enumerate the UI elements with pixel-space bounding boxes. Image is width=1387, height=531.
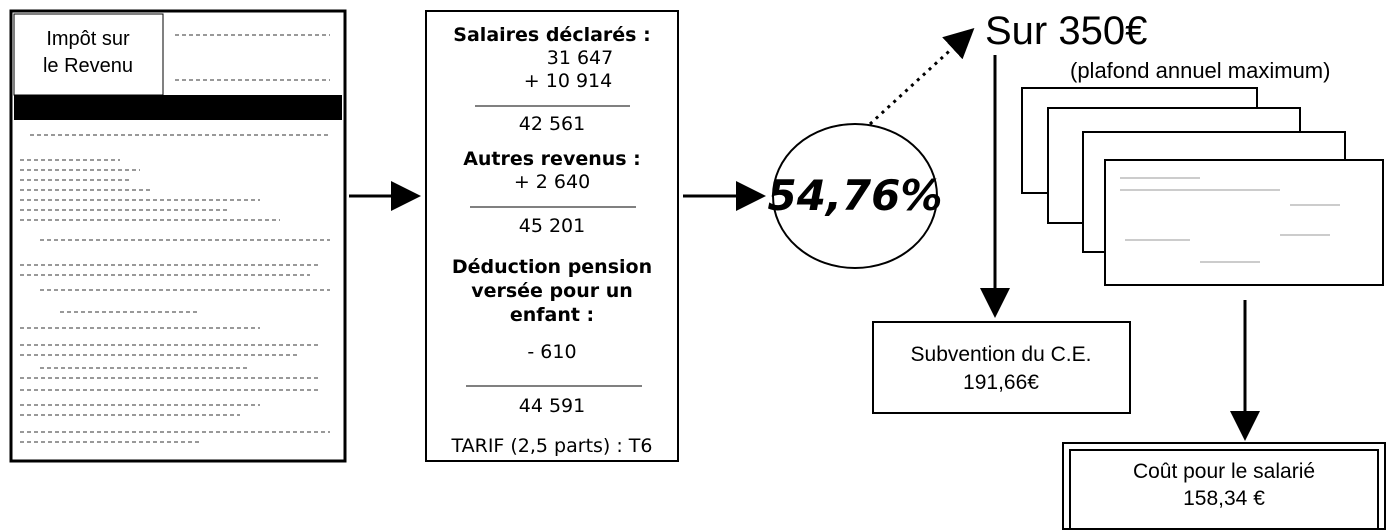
diagram: Impôt sur le Revenu Salaires déclarés : … (0, 0, 1387, 531)
calc-subtotal: 42 561 (519, 113, 585, 135)
calc-line: 31 647 (547, 47, 613, 69)
calc-heading: Déduction pension (452, 256, 652, 278)
doc-label: Impôt sur (46, 28, 130, 50)
dotted-arrow (870, 32, 970, 124)
ceiling-note: (plafond annuel maximum) (1070, 58, 1330, 83)
subsidy-box (873, 322, 1130, 413)
tax-document (11, 11, 345, 461)
calc-heading: versée pour un (471, 280, 633, 302)
cost-label: Coût pour le salarié (1133, 460, 1315, 483)
calc-line: - 610 (527, 341, 576, 363)
subsidy-amount: 191,66€ (963, 371, 1039, 394)
calc-total: 44 591 (519, 395, 585, 417)
calc-line: + 10 914 (524, 70, 612, 92)
doc-label: le Revenu (43, 55, 133, 77)
calc-heading: enfant : (510, 304, 594, 326)
tariff: TARIF (2,5 parts) : T6 (450, 435, 652, 457)
checks (1022, 88, 1383, 285)
cost-amount: 158,34 € (1183, 487, 1265, 510)
calc-heading: Autres revenus : (463, 148, 641, 170)
rate: 54,76% (768, 171, 943, 220)
calc-heading: Salaires déclarés : (453, 24, 650, 46)
calc-line: + 2 640 (514, 171, 590, 193)
ceiling-amount: Sur 350€ (985, 9, 1147, 53)
subsidy-label: Subvention du C.E. (911, 343, 1092, 366)
calc-subtotal: 45 201 (519, 215, 585, 237)
cost-box-outer (1063, 443, 1385, 529)
